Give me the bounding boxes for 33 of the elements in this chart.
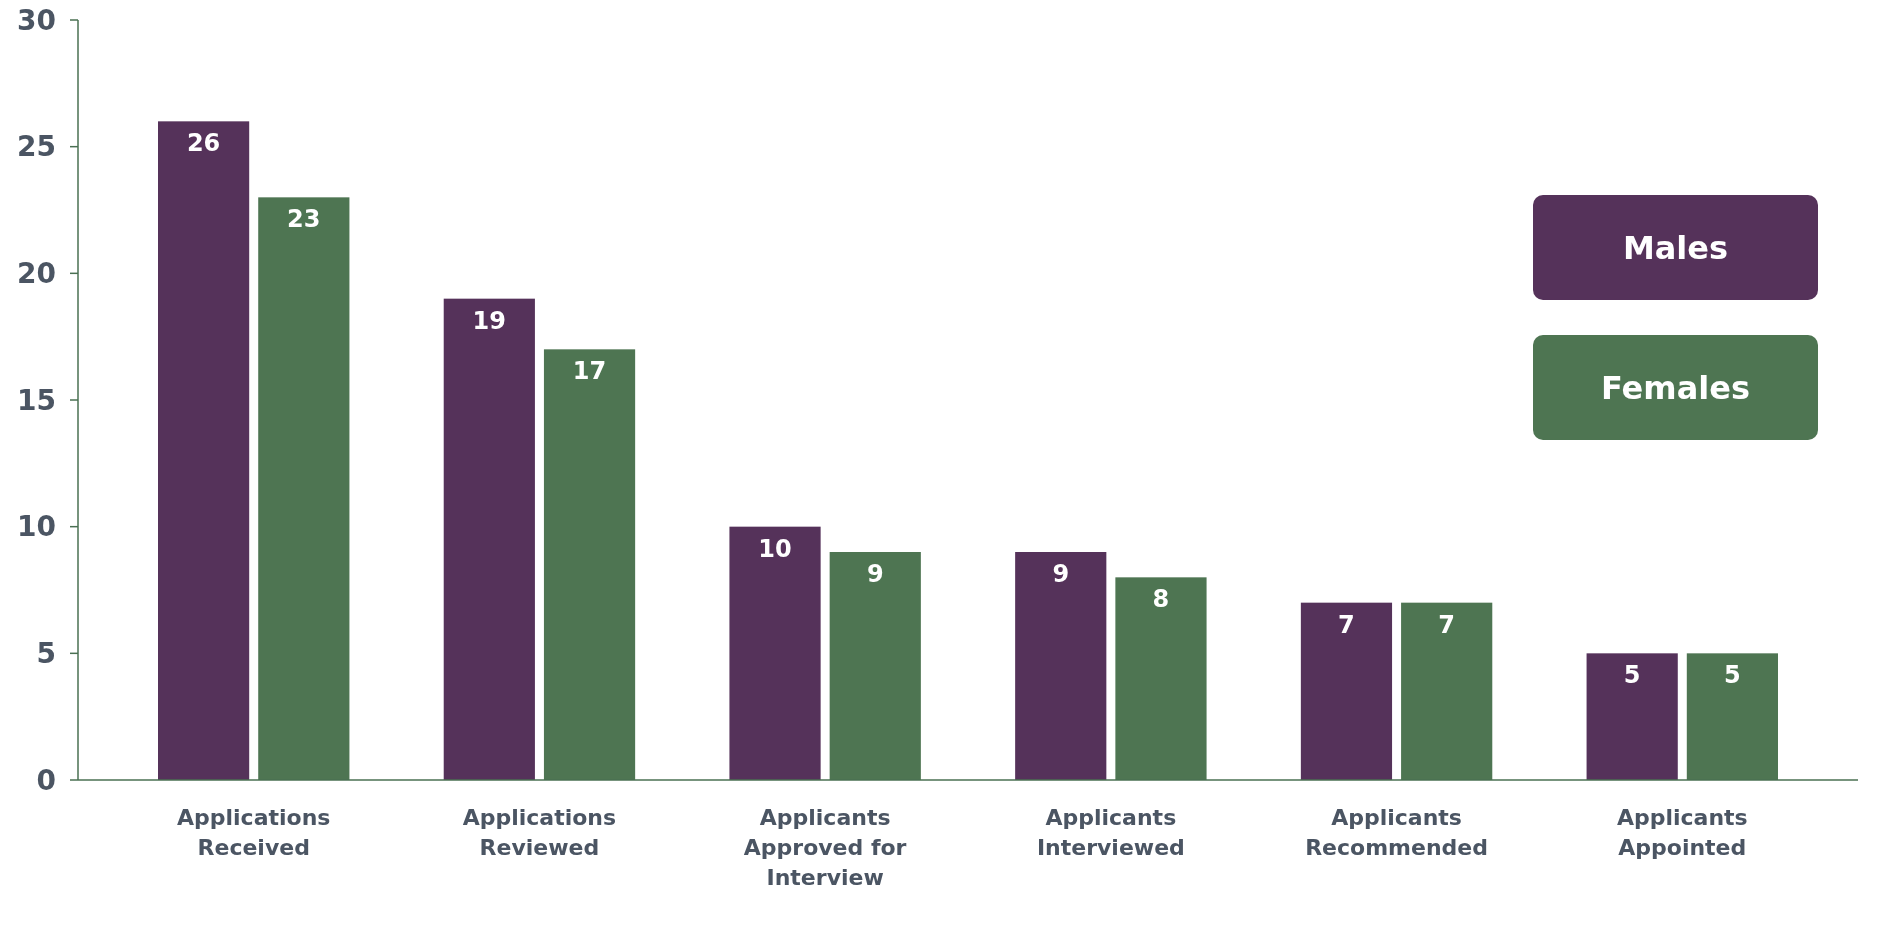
data-label: 17 bbox=[572, 357, 607, 386]
bar bbox=[1015, 552, 1107, 780]
data-label: 23 bbox=[287, 205, 321, 234]
data-label: 9 bbox=[866, 560, 884, 588]
text: Males bbox=[1622, 228, 1729, 267]
data-label: 7 bbox=[1438, 610, 1456, 639]
x-tick-label: Applicants Recommended bbox=[1305, 805, 1489, 860]
bar bbox=[729, 526, 821, 780]
bar bbox=[1586, 653, 1678, 780]
y-tick-label: 5 bbox=[36, 637, 56, 671]
x-tick-label: Applicants Appointed bbox=[1616, 805, 1748, 860]
data-label: 9 bbox=[1052, 560, 1070, 588]
x-tick-label: Applicants Approved for Interview bbox=[743, 805, 907, 890]
y-tick-label: 15 bbox=[17, 383, 56, 417]
data-label: 10 bbox=[758, 534, 792, 563]
bar bbox=[443, 298, 535, 780]
y-tick-label: 10 bbox=[17, 510, 56, 544]
y-tick-label: 25 bbox=[17, 130, 56, 164]
x-tick-label: Applications Received bbox=[177, 805, 331, 860]
y-tick-label: 30 bbox=[17, 3, 56, 37]
x-tick-label: Applications Reviewed bbox=[462, 805, 617, 860]
data-label: 5 bbox=[1623, 661, 1641, 690]
text: Females bbox=[1601, 368, 1750, 407]
data-label: 5 bbox=[1724, 661, 1741, 690]
y-tick-label: 20 bbox=[17, 257, 56, 291]
bar bbox=[158, 121, 250, 780]
y-tick-label: 0 bbox=[36, 763, 56, 797]
data-label: 7 bbox=[1338, 610, 1355, 639]
data-label: 8 bbox=[1152, 585, 1170, 614]
x-tick-label: Applicants Interviewed bbox=[1036, 805, 1185, 860]
data-label: 19 bbox=[472, 306, 507, 335]
data-label: 26 bbox=[186, 129, 221, 158]
bar bbox=[1300, 602, 1393, 780]
